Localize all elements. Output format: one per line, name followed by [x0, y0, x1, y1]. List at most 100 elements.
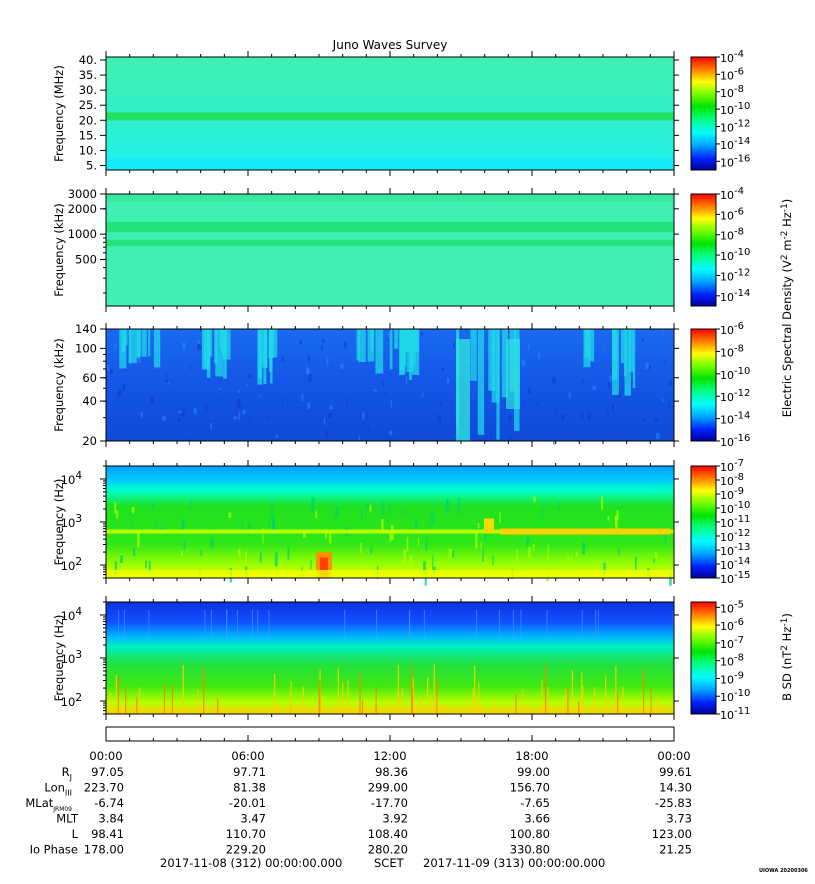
- panel5-streak: [148, 610, 150, 640]
- panel3-noise: [193, 408, 197, 415]
- panel4-streak: [406, 536, 409, 552]
- panel3-noise: [668, 402, 671, 409]
- panel5-spike: [290, 681, 292, 714]
- panel3-noise: [508, 436, 512, 441]
- panel4-streak: [516, 549, 518, 562]
- panel3-burst: [477, 329, 485, 435]
- panel2-band-lower: [106, 239, 674, 247]
- panel5-spike: [321, 695, 323, 714]
- panel5-spike: [412, 677, 414, 714]
- y-tick-label: 1000: [68, 227, 97, 241]
- panel5-spike: [139, 687, 141, 714]
- panel4-streak: [133, 548, 136, 557]
- time-label: 18:00: [515, 749, 548, 763]
- panel4-streak: [484, 526, 487, 542]
- panel5-streak: [520, 610, 522, 640]
- panel3-noise: [521, 359, 526, 366]
- panel5-spike: [607, 697, 609, 714]
- panel4-streak: [452, 550, 455, 558]
- y-tick-label: 104: [61, 606, 83, 623]
- panel5-streak: [123, 610, 125, 640]
- panel5-streak: [376, 610, 378, 640]
- panel5-spike: [125, 688, 127, 714]
- panel5-spike: [419, 697, 421, 714]
- footer-end-time: 2017-11-09 (313) 00:00:00.000: [423, 856, 605, 870]
- time-label: 12:00: [373, 749, 406, 763]
- colorbar-tick-label: 10-4: [720, 186, 744, 202]
- panel3-burst: [400, 329, 408, 352]
- colorbar-tick-label: 10-6: [720, 321, 744, 337]
- panel5-streak: [344, 610, 346, 640]
- footer-scet: SCET: [374, 856, 405, 870]
- ephem-value: -25.83: [655, 796, 692, 810]
- panel4-streak: [445, 500, 449, 513]
- y-tick-label: 103: [61, 513, 82, 530]
- panel3-noise: [610, 367, 613, 372]
- panel4-streak: [324, 533, 327, 539]
- panel5-spike: [217, 698, 219, 714]
- panel4-streak: [369, 505, 372, 512]
- panel3-noise: [165, 374, 168, 379]
- panel5-streak: [268, 610, 270, 640]
- panel4-streak: [262, 527, 264, 544]
- colorbar-tick-label: 10-10: [720, 366, 750, 382]
- panel4-line-600hz: [106, 529, 674, 534]
- panel4-yellow-spot: [484, 518, 494, 533]
- panel5-spike: [522, 689, 524, 714]
- panel3-noise: [189, 365, 191, 370]
- panel3-burst: [588, 329, 595, 362]
- panel3-burst: [136, 329, 141, 359]
- panel4-streak: [328, 531, 332, 544]
- panel5-spike: [347, 680, 349, 714]
- panel4-streak: [533, 496, 536, 502]
- panel3-noise: [387, 332, 390, 339]
- panel3-noise: [507, 330, 510, 334]
- y-tick-label: 60: [82, 371, 97, 385]
- panel4-streak: [287, 547, 290, 560]
- panel5-spike: [418, 702, 420, 714]
- panel4-streak: [607, 516, 610, 521]
- panel3-noise: [362, 411, 365, 420]
- colorbar-tick-label: 10-10: [720, 688, 750, 704]
- panel3-noise: [140, 412, 143, 418]
- panel4-streak: [423, 561, 426, 574]
- panel5-streak: [409, 610, 411, 640]
- panel3-noise: [405, 376, 408, 384]
- panel5-spike: [411, 688, 414, 714]
- panel3-noise: [164, 379, 168, 383]
- panel4-streak: [484, 557, 487, 569]
- ephem-value: 3.73: [666, 812, 692, 826]
- y-tick-label: 20.: [79, 113, 97, 127]
- colorbar-tick-label: 10-8: [720, 227, 744, 243]
- ephem-value: 229.20: [226, 843, 266, 857]
- ephem-value: -6.74: [94, 796, 124, 810]
- panel4-streak: [547, 544, 549, 560]
- y-tick-label: 500: [75, 252, 97, 266]
- panel4-streak: [499, 512, 501, 523]
- panel5-spike: [136, 697, 138, 714]
- panel4-yellow-band: [500, 528, 670, 535]
- panel3-burst: [358, 329, 366, 362]
- panel3-burst: [624, 329, 631, 396]
- panel3-noise: [528, 343, 530, 351]
- panel5-spike: [541, 680, 543, 714]
- panel3-noise: [447, 378, 450, 384]
- panel3-noise: [107, 364, 109, 372]
- time-label: 06:00: [231, 749, 264, 763]
- colorbar-tick-label: 10-5: [720, 599, 744, 615]
- y-axis-label: Frequency (kHz): [52, 203, 66, 296]
- ephem-value: 299.00: [368, 781, 408, 795]
- panel3-noise: [367, 425, 369, 431]
- panel3-noise: [582, 379, 585, 384]
- panel3-noise: [537, 352, 540, 359]
- y-tick-label: 35.: [79, 68, 97, 82]
- panel3-noise: [281, 397, 284, 404]
- panel3-noise: [236, 422, 239, 425]
- panel4-streak: [431, 513, 435, 524]
- colorbar-tick-label: 10-14: [720, 556, 750, 572]
- ephem-value: 110.70: [226, 827, 266, 841]
- panel3-burst: [632, 329, 636, 389]
- panel3-noise: [177, 417, 181, 422]
- colorbar-gradient: [690, 193, 717, 307]
